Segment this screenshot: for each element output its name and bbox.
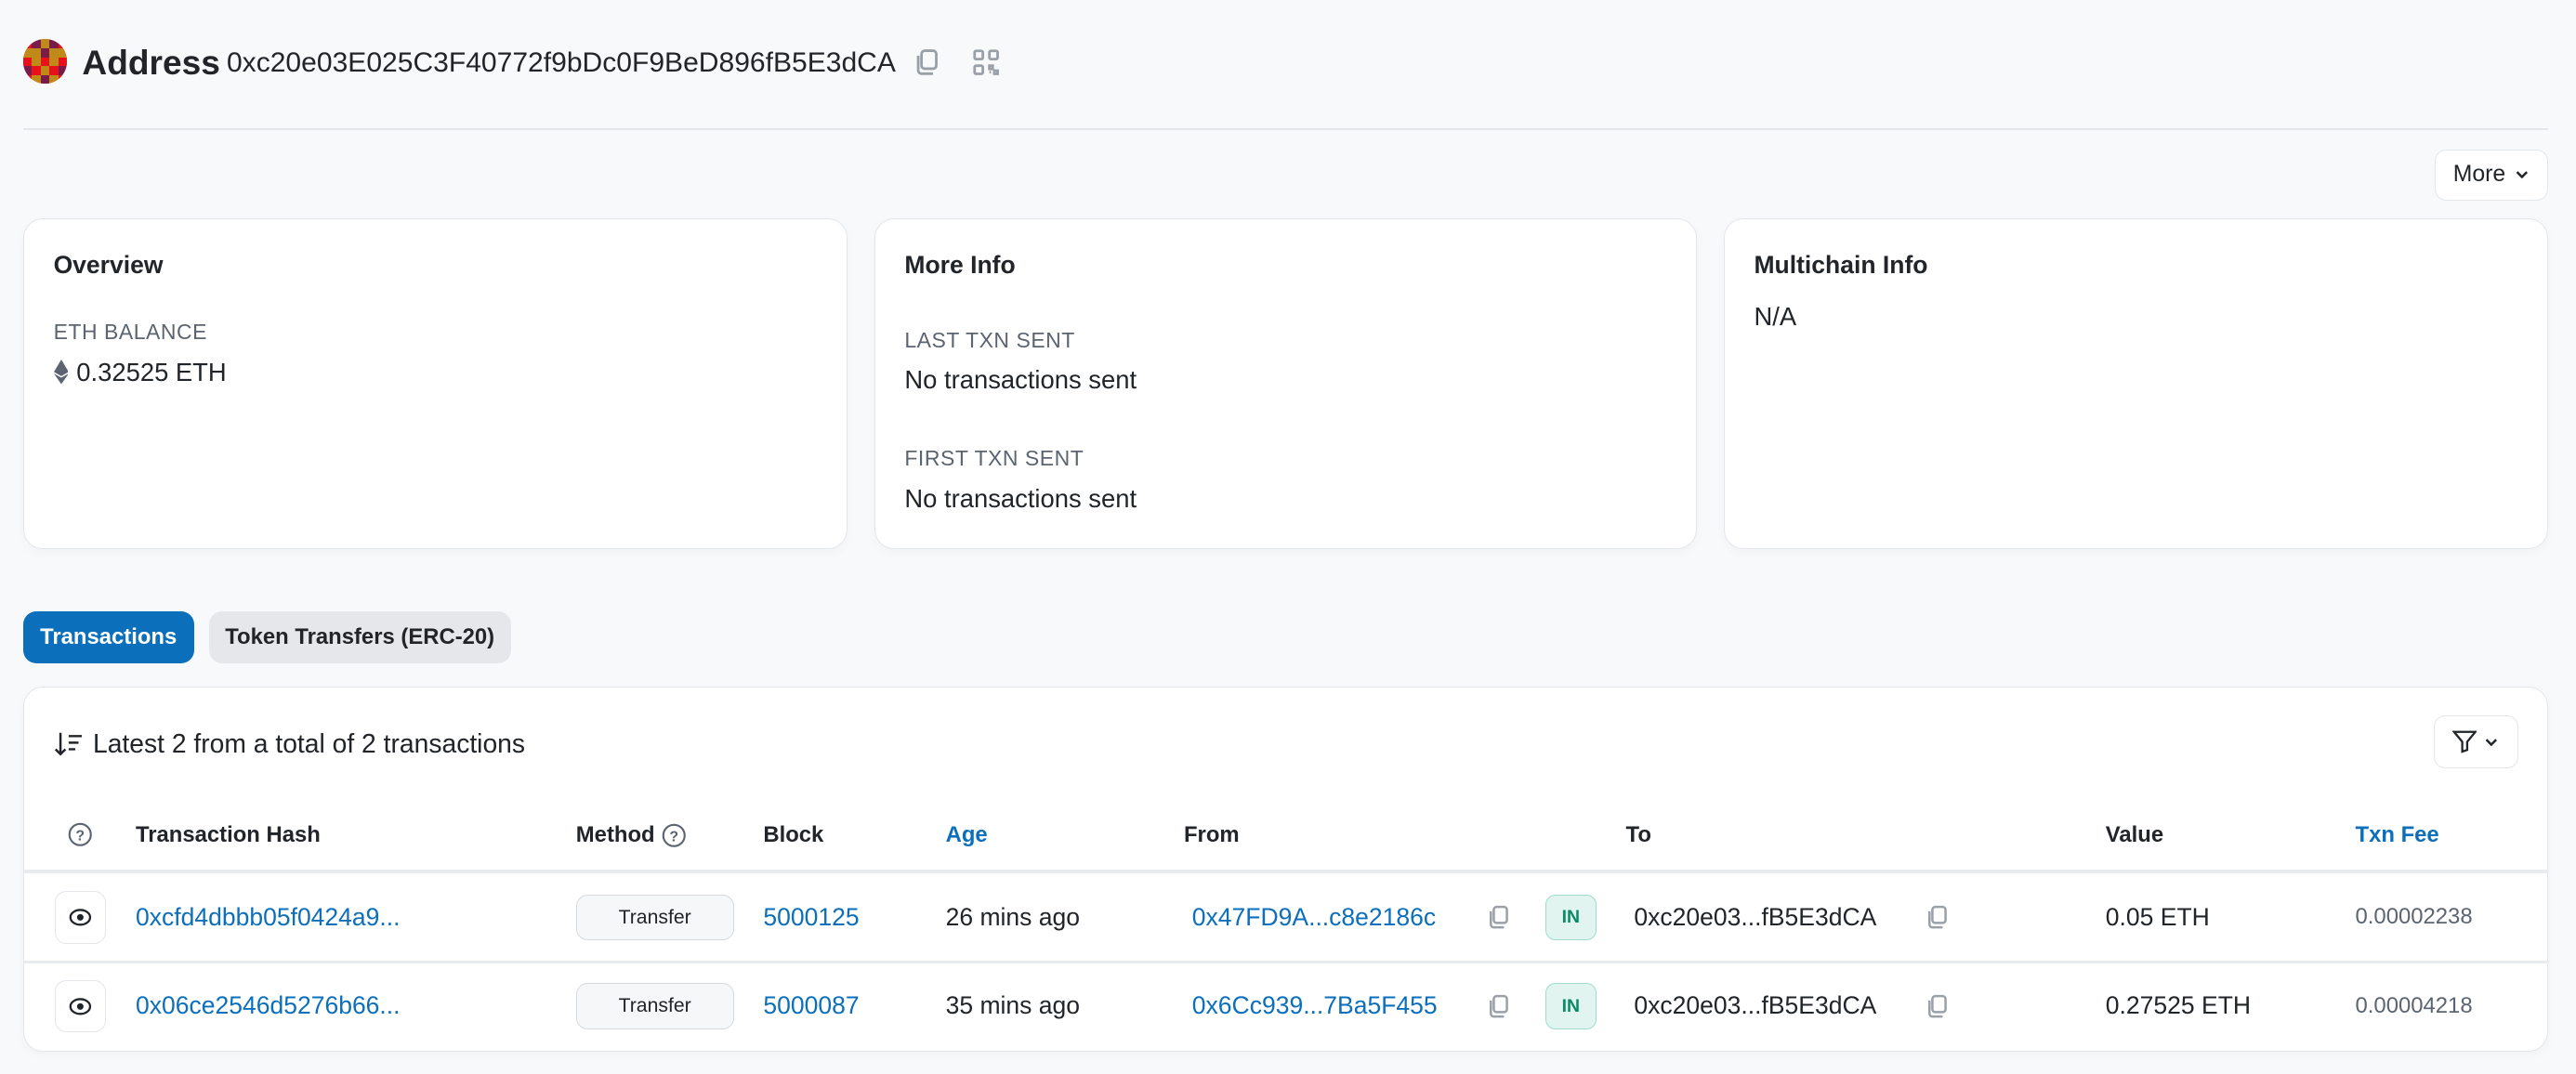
value-text: 0.27525 ETH [2105, 991, 2252, 1020]
row-divider [23, 870, 2550, 873]
avatar-pixel [22, 57, 33, 67]
avatar-pixel [22, 39, 33, 48]
avatar-pixel [22, 66, 33, 75]
avatar-pixel [22, 74, 33, 85]
eye-icon [69, 997, 92, 1015]
copy-icon[interactable] [1485, 904, 1511, 936]
avatar-pixel [32, 66, 41, 75]
avatar-pixel [58, 57, 68, 67]
avatar-pixel [40, 66, 50, 75]
direction-badge: IN [1544, 983, 1597, 1029]
avatar-pixel [58, 66, 68, 75]
sort-descending-icon [54, 732, 82, 756]
copy-icon[interactable] [1924, 993, 1950, 1026]
col-value: Value [2105, 821, 2164, 847]
eth-balance-value: 0.32525 ETH [76, 357, 227, 386]
view-details-button[interactable] [55, 891, 107, 944]
filter-button[interactable] [2434, 715, 2518, 768]
multichain-value: N/A [1754, 301, 1797, 331]
avatar-pixel [32, 39, 41, 48]
first-txn-label: FIRST TXN SENT [904, 446, 1084, 471]
transaction-hash-link[interactable]: 0x06ce2546d5276b66... [135, 991, 401, 1020]
chevron-down-icon [2486, 738, 2498, 746]
block-link[interactable]: 5000125 [763, 902, 860, 931]
tab-token-transfers[interactable]: Token Transfers (ERC-20) [208, 610, 511, 664]
first-txn-value: No transactions sent [904, 483, 1137, 513]
col-txn-fee[interactable]: Txn Fee [2355, 821, 2439, 847]
avatar-pixel [49, 39, 59, 48]
age-text: 35 mins ago [945, 991, 1081, 1020]
overview-card: Overview ETH BALANCE 0.32525 ETH [22, 218, 848, 549]
col-method: Method [575, 821, 655, 847]
more-info-title: More Info [904, 250, 1016, 279]
avatar-pixel [49, 47, 59, 58]
method-badge: Transfer [575, 894, 734, 941]
last-txn-label: LAST TXN SENT [904, 327, 1075, 352]
txn-fee-text: 0.00004218 [2355, 992, 2473, 1018]
transactions-table: Latest 2 from a total of 2 transactions … [22, 687, 2550, 1052]
help-icon[interactable]: ? [68, 822, 93, 854]
filter-icon [2451, 730, 2477, 753]
more-button[interactable]: More [2435, 149, 2549, 201]
direction-badge: IN [1544, 894, 1597, 941]
svg-text:?: ? [669, 829, 678, 845]
avatar-pixel [49, 57, 59, 67]
avatar-pixel [58, 47, 68, 58]
address-avatar [22, 39, 68, 85]
page-title: Address [82, 42, 220, 82]
avatar-pixel [40, 74, 50, 85]
age-text: 26 mins ago [945, 902, 1081, 931]
table-summary: Latest 2 from a total of 2 transactions [92, 728, 526, 759]
col-age[interactable]: Age [945, 821, 988, 847]
copy-icon[interactable] [1924, 904, 1950, 936]
col-block: Block [763, 821, 824, 847]
copy-icon[interactable] [912, 47, 941, 84]
eth-balance-label: ETH BALANCE [53, 319, 207, 344]
from-address-link[interactable]: 0x6Cc939...7Ba5F455 [1191, 991, 1438, 1020]
more-info-card: More Info LAST TXN SENT No transactions … [874, 218, 1698, 549]
method-help-icon[interactable]: ? [662, 823, 687, 848]
avatar-pixel [32, 57, 41, 67]
from-address-link[interactable]: 0x47FD9A...c8e2186c [1191, 902, 1437, 931]
avatar-pixel [40, 47, 50, 58]
avatar-pixel [22, 47, 33, 58]
avatar-pixel [58, 39, 68, 48]
overview-title: Overview [53, 250, 164, 279]
last-txn-value: No transactions sent [904, 365, 1137, 395]
value-text: 0.05 ETH [2105, 902, 2210, 931]
txn-fee-text: 0.00002238 [2355, 904, 2473, 930]
svg-text:?: ? [76, 828, 85, 844]
avatar-pixel [40, 39, 50, 48]
avatar-pixel [49, 74, 59, 85]
avatar-pixel [40, 57, 50, 67]
ethereum-icon [53, 360, 69, 385]
col-from: From [1183, 821, 1240, 847]
copy-icon[interactable] [1485, 993, 1511, 1026]
col-to: To [1625, 821, 1651, 847]
avatar-pixel [32, 74, 41, 85]
block-link[interactable]: 5000087 [763, 991, 860, 1020]
avatar-pixel [49, 66, 59, 75]
tab-transactions[interactable]: Transactions [22, 610, 194, 664]
address-hash: 0xc20e03E025C3F40772f9bDc0F9BeD896fB5E3d… [226, 47, 896, 79]
more-label: More [2452, 162, 2506, 188]
avatar-pixel [32, 47, 41, 58]
multichain-card: Multichain Info N/A [1723, 218, 2549, 549]
row-divider [23, 960, 2550, 964]
to-address: 0xc20e03...fB5E3dCA [1634, 991, 1877, 1020]
multichain-title: Multichain Info [1754, 250, 1928, 279]
avatar-pixel [58, 74, 68, 85]
method-badge: Transfer [575, 983, 734, 1029]
transaction-hash-link[interactable]: 0xcfd4dbbb05f0424a9... [135, 902, 401, 931]
chevron-down-icon [2516, 171, 2528, 179]
view-details-button[interactable] [55, 979, 107, 1033]
col-transaction-hash: Transaction Hash [135, 821, 321, 847]
qr-code-icon[interactable] [972, 49, 999, 82]
eye-icon [69, 909, 92, 926]
header-divider [22, 127, 2549, 130]
to-address: 0xc20e03...fB5E3dCA [1634, 902, 1877, 931]
